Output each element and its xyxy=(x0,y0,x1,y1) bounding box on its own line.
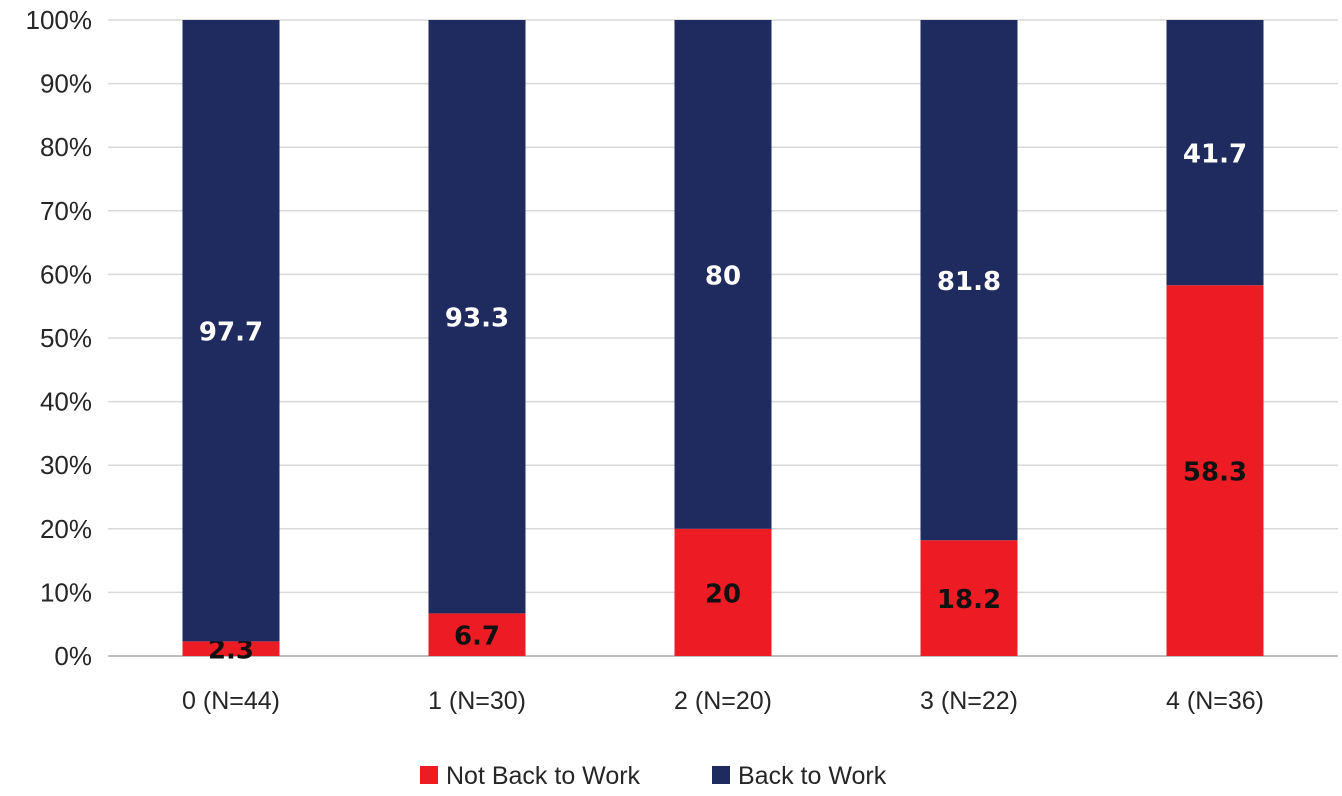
data-label: 6.7 xyxy=(454,622,500,652)
bar-not-back-to-work xyxy=(1166,285,1264,656)
data-label: 20 xyxy=(705,579,741,609)
x-tick-label: 3 (N=22) xyxy=(920,687,1018,715)
legend-swatch-not-back-to-work xyxy=(420,766,438,784)
bar-back-to-work xyxy=(428,20,526,614)
y-tick-label: 40% xyxy=(40,387,92,417)
y-axis: 0% 10% 20% 30% 40% 50% 60% 70% 80% 90% 100% xyxy=(26,5,93,671)
y-tick-label: 0% xyxy=(54,641,92,671)
x-axis: 0 (N=44) 1 (N=30) 2 (N=20) 3 (N=22) 4 (N=36) xyxy=(182,687,1264,715)
x-tick-label: 4 (N=36) xyxy=(1166,687,1264,715)
legend: Not Back to Work Back to Work xyxy=(420,762,887,790)
bar-back-to-work xyxy=(182,20,280,642)
y-tick-label: 50% xyxy=(40,323,92,353)
y-tick-label: 10% xyxy=(40,577,92,607)
bar-not-back-to-work xyxy=(182,641,280,656)
y-tick-label: 80% xyxy=(40,132,92,162)
data-label: 41.7 xyxy=(1183,140,1247,170)
bar-not-back-to-work xyxy=(428,613,526,656)
y-tick-label: 20% xyxy=(40,514,92,544)
data-label: 18.2 xyxy=(937,585,1001,615)
x-tick-label: 2 (N=20) xyxy=(674,687,772,715)
y-tick-label: 100% xyxy=(26,5,93,35)
y-tick-label: 30% xyxy=(40,450,92,480)
bar-back-to-work xyxy=(1166,20,1264,286)
data-label: 97.7 xyxy=(199,318,263,348)
x-tick-label: 1 (N=30) xyxy=(428,687,526,715)
bar-not-back-to-work xyxy=(920,540,1018,656)
data-label: 81.8 xyxy=(937,267,1001,297)
legend-label: Not Back to Work xyxy=(446,762,641,790)
legend-label: Back to Work xyxy=(738,762,887,790)
bar-back-to-work xyxy=(920,20,1018,541)
data-label: 80 xyxy=(705,261,741,291)
bar-back-to-work xyxy=(674,20,772,529)
data-label: 93.3 xyxy=(445,304,509,334)
y-tick-label: 70% xyxy=(40,196,92,226)
data-label: 58.3 xyxy=(1183,458,1247,488)
bar-not-back-to-work xyxy=(674,528,772,656)
y-tick-label: 60% xyxy=(40,259,92,289)
x-tick-label: 0 (N=44) xyxy=(182,687,280,715)
legend-swatch-back-to-work xyxy=(712,766,730,784)
y-tick-label: 90% xyxy=(40,69,92,99)
